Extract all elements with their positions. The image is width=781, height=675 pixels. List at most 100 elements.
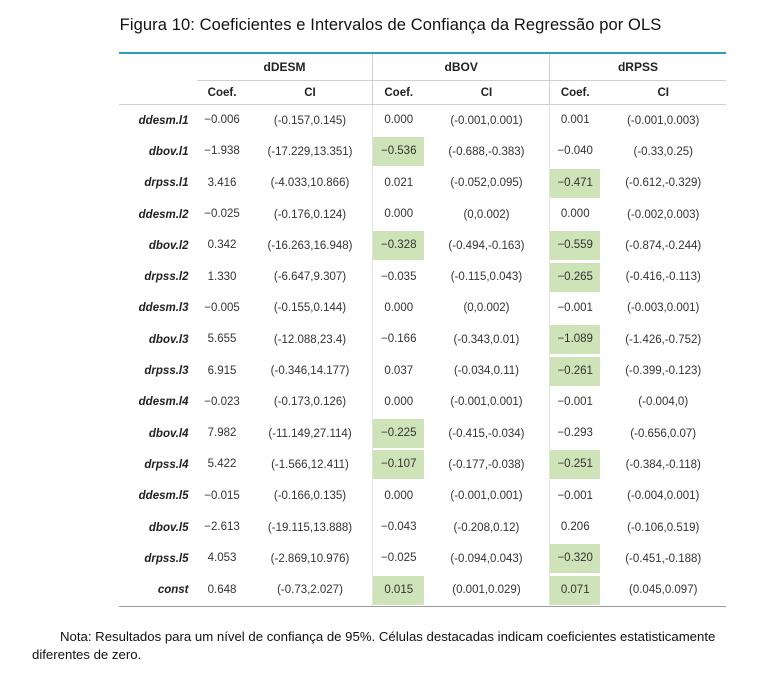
table-row: drpss.l3 6.915 (-0.346,14.177) 0.037 (-0.034… (119, 355, 726, 387)
sub-header-ci: CI (247, 80, 373, 105)
sub-header-ci: CI (423, 80, 550, 105)
coef-value: −0.015 (204, 489, 240, 502)
ci-cell: (-11.149,27.114) (268, 427, 352, 440)
coef-value: 0.648 (207, 583, 237, 596)
coef-value: −1.938 (204, 145, 240, 158)
coef-cell: 6.915 (197, 355, 248, 386)
coef-value: 0.342 (207, 239, 237, 252)
coef-cell: 0.001 (548, 104, 601, 137)
ci-cell: (-0.166,0.135) (273, 490, 347, 503)
coef-value: 0.071 (549, 575, 601, 605)
ci-cell: (-0.874,-0.244) (625, 239, 702, 252)
ci-cell: (-0.034,0.11) (453, 365, 519, 378)
coef-value: −0.025 (380, 552, 417, 565)
row-label: drpss.l5 (144, 552, 189, 565)
coef-value: 0.000 (384, 114, 414, 127)
coef-value: −0.251 (549, 450, 601, 480)
coef-value: −0.005 (204, 301, 240, 314)
coef-cell-highlighted: −0.471 (548, 167, 601, 199)
ci-cell: (-0.176,0.124) (273, 208, 347, 221)
ci-cell: (-2.869,10.976) (270, 552, 350, 565)
coef-value: −0.035 (380, 270, 417, 283)
coef-value: −1.089 (549, 325, 601, 355)
ci-cell: (-0.001,0.001) (450, 490, 523, 503)
table-row: ddesm.l2 −0.025 (-0.176,0.124) 0.000 (0,0.00… (119, 198, 726, 231)
ci-cell: (-19.115,13.888) (267, 521, 353, 534)
ci-cell: (-0.106,0.519) (627, 521, 700, 534)
coef-value: −0.320 (549, 544, 601, 574)
ci-cell: (-0.004,0.001) (627, 490, 700, 503)
coef-cell: 7.982 (197, 418, 248, 449)
coef-cell: 4.053 (197, 543, 248, 574)
coef-value: −0.536 (373, 137, 424, 167)
coef-cell: −1.938 (197, 136, 248, 167)
regression-table-container: dDESM dBOV dRPSS Coef. CI Coef. CI Coef.… (119, 52, 726, 607)
ci-cell: (-0.001,0.001) (450, 396, 523, 409)
ci-cell: (-4.033,10.866) (270, 177, 350, 190)
coef-value: −0.040 (557, 145, 593, 158)
sub-header-coef: Coef. (548, 80, 601, 105)
coef-value: 3.416 (207, 176, 237, 189)
ci-cell: (-0.003,0.001) (627, 302, 700, 315)
coef-cell: 0.206 (548, 511, 601, 544)
coef-cell: 0.000 (372, 104, 424, 137)
coef-value: −0.293 (557, 427, 593, 440)
ci-cell: (-16.263,16.948) (267, 239, 353, 252)
coef-cell-highlighted: −0.265 (548, 261, 601, 293)
group-header-row: dDESM dBOV dRPSS (119, 54, 726, 81)
ci-cell: (-0.343,0.01) (453, 333, 520, 346)
ci-cell: (0,0.002) (463, 208, 510, 221)
ci-cell: (-17.229,13.351) (267, 145, 353, 158)
ci-cell: (-0.346,14.177) (270, 365, 350, 378)
coef-cell: −0.006 (197, 105, 248, 137)
coef-value: 0.000 (384, 489, 414, 502)
coef-cell: −0.015 (197, 481, 248, 512)
coef-value: 6.915 (207, 364, 237, 377)
group-header-drpss: dRPSS (548, 54, 726, 81)
coef-cell: −2.613 (197, 512, 248, 543)
ci-cell: (-1.426,-0.752) (625, 333, 702, 346)
coef-value: −0.001 (557, 301, 593, 314)
table-row: ddesm.l1 −0.006 (-0.157,0.145) 0.000 (-0.001… (119, 104, 726, 137)
coef-value: −0.471 (549, 168, 601, 198)
coef-cell: 0.342 (197, 230, 248, 261)
coef-cell: 5.655 (197, 324, 248, 355)
ci-cell: (-0.115,0.043) (450, 271, 523, 284)
row-label: ddesm.l3 (138, 302, 189, 315)
coef-cell: 0.000 (372, 480, 424, 512)
coef-value: 4.053 (207, 552, 237, 565)
coef-value: −0.265 (549, 262, 601, 292)
coef-value: −0.107 (373, 450, 424, 480)
ci-cell: (-1.566,12.411) (271, 458, 349, 471)
row-label: dbov.l4 (148, 427, 189, 440)
row-label: dbov.l5 (148, 521, 189, 534)
row-label: ddesm.l5 (138, 490, 189, 503)
ci-cell: (-12.088,23.4) (273, 333, 347, 346)
table-note: Nota: Resultados para um nível de confia… (32, 629, 716, 662)
ci-cell: (-0.094,0.043) (450, 552, 523, 565)
coef-cell: 0.000 (372, 198, 424, 231)
coef-value: −2.613 (204, 521, 240, 533)
coef-cell: 1.330 (197, 261, 248, 292)
table-row: dbov.l4 7.982 (-11.149,27.114) −0.225 (-0.41… (119, 417, 726, 450)
coef-cell-highlighted: 0.071 (548, 574, 601, 606)
ci-cell: (-0.208,0.12) (453, 521, 520, 534)
corner-cell (119, 54, 197, 81)
coef-value: −0.006 (204, 114, 240, 127)
table-row: ddesm.l4 −0.023 (-0.173,0.126) 0.000 (-0.001… (119, 386, 726, 418)
coef-cell-highlighted: −0.559 (548, 230, 601, 262)
ci-cell: (-0.155,0.144) (273, 302, 347, 315)
coef-cell: 0.648 (197, 574, 248, 605)
corner-cell-sub (119, 80, 197, 105)
ci-cell: (-0.173,0.126) (273, 396, 347, 409)
coef-cell: 0.000 (372, 292, 424, 325)
coef-cell-highlighted: −0.320 (548, 543, 601, 575)
row-label: dbov.l3 (148, 333, 189, 346)
coef-value: −0.025 (204, 208, 240, 221)
ci-cell: (-0.451,-0.188) (625, 552, 702, 565)
coef-cell-highlighted: −1.089 (548, 324, 601, 356)
coef-value: 0.021 (384, 176, 414, 189)
group-header-ddesm: dDESM (196, 54, 373, 81)
coef-cell: 5.422 (197, 449, 248, 480)
coef-cell: −0.001 (548, 292, 601, 325)
